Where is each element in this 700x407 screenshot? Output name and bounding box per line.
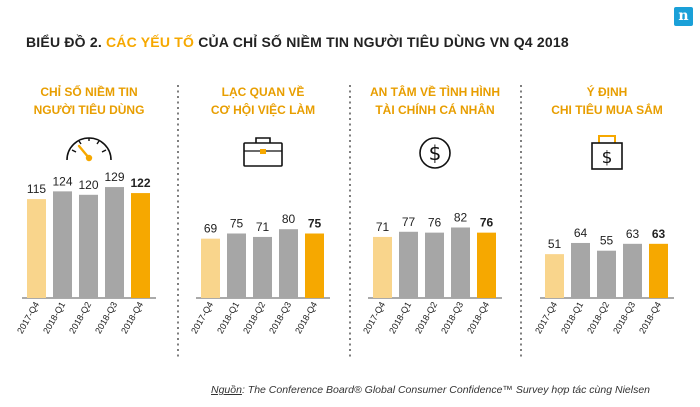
tick-label-2018-Q3: 2018-Q3: [611, 300, 637, 335]
data-label-2017-Q4: 115: [27, 182, 46, 196]
bag-dollar-sign: $: [602, 148, 613, 168]
data-label-2018-Q3: 82: [454, 210, 468, 224]
chart-title-line-2: CƠ HỘI VIỆC LÀM: [211, 102, 315, 117]
data-label-2018-Q1: 75: [230, 217, 244, 231]
source-note: Nguồn: The Conference Board® Global Cons…: [211, 384, 650, 396]
briefcase-clasp: [260, 149, 266, 154]
data-label-2017-Q4: 51: [548, 237, 562, 251]
shopping-bag-icon: $: [591, 135, 623, 170]
bar-2018-Q1: [571, 242, 590, 298]
tick-label-2018-Q4: 2018-Q4: [119, 300, 145, 335]
nielsen-logo-icon: n: [674, 7, 693, 26]
chart-title-line-1: LẠC QUAN VỀ: [222, 84, 305, 99]
chart-title-line-1: Ý ĐỊNH: [587, 84, 628, 99]
tick-label-2018-Q2: 2018-Q2: [241, 300, 267, 335]
chart-title-line-2: TÀI CHÍNH CÁ NHÂN: [375, 102, 494, 117]
tick-label-2018-Q1: 2018-Q1: [387, 300, 413, 335]
tick-label-2018-Q4: 2018-Q4: [465, 300, 491, 335]
data-label-2018-Q3: 129: [104, 170, 124, 184]
data-label-2018-Q2: 120: [78, 178, 98, 192]
bar-2018-Q1: [53, 191, 72, 298]
tick-label-2017-Q4: 2017-Q4: [533, 300, 559, 335]
bar-2018-Q1: [227, 233, 246, 298]
title-suffix: CỦA CHỈ SỐ NIỀM TIN NGƯỜI TIÊU DÙNG VN Q…: [198, 34, 569, 50]
gauge-tick-1: [71, 149, 77, 153]
bar-2018-Q4: [131, 193, 150, 298]
bar-2018-Q1: [399, 231, 418, 298]
title-prefix: BIỂU ĐỒ 2.: [26, 34, 102, 50]
chart-panel-1: CHỈ SỐ NIỀM TIN NGƯỜI TIÊU DÙNG 115 2017-Q4…: [15, 84, 156, 335]
bag-body: [591, 142, 623, 170]
gauge-tick-4: [96, 140, 100, 145]
tick-label-2018-Q4: 2018-Q4: [637, 300, 663, 335]
chart-panel-3: AN TÂM VỀ TÌNH HÌNH TÀI CHÍNH CÁ NHÂN $71 2…: [361, 84, 502, 335]
tick-label-2018-Q4: 2018-Q4: [293, 300, 319, 335]
data-label-2018-Q1: 77: [402, 215, 416, 229]
chart-title-line-2: CHI TIÊU MUA SẮM: [551, 102, 663, 117]
data-label-2018-Q4: 75: [308, 217, 322, 231]
data-label-2017-Q4: 69: [204, 222, 218, 236]
bag-handle: [598, 135, 616, 143]
tick-label-2018-Q1: 2018-Q1: [41, 300, 67, 335]
source-label: Nguồn: [211, 384, 242, 396]
chart-title-line-1: CHỈ SỐ NIỀM TIN: [40, 84, 137, 99]
data-label-2018-Q3: 63: [626, 227, 640, 241]
page-title: BIỂU ĐỒ 2. CÁC YẾU TỐ CỦA CHỈ SỐ NIỀM TI…: [26, 34, 666, 50]
bar-2017-Q4: [373, 236, 392, 298]
bar-2018-Q3: [451, 227, 470, 298]
tick-label-2018-Q3: 2018-Q3: [439, 300, 465, 335]
bar-2018-Q2: [253, 236, 272, 298]
tick-label-2017-Q4: 2017-Q4: [361, 300, 387, 335]
bar-2018-Q3: [623, 243, 642, 298]
bar-2018-Q3: [279, 229, 298, 298]
data-label-2018-Q3: 80: [282, 212, 296, 226]
chart-title-line-2: NGƯỜI TIÊU DÙNG: [34, 102, 145, 117]
chart-panel-4: Ý ĐỊNH CHI TIÊU MUA SẮM $51 2017-Q4 64 2018-Q…: [533, 84, 674, 335]
source-text: : The Conference Board® Global Consumer …: [241, 384, 650, 396]
tick-label-2018-Q2: 2018-Q2: [67, 300, 93, 335]
data-label-2017-Q4: 71: [376, 220, 390, 234]
data-label-2018-Q4: 122: [130, 176, 150, 190]
tick-label-2017-Q4: 2017-Q4: [189, 300, 215, 335]
bar-2017-Q4: [545, 254, 564, 298]
chart-title-line-1: AN TÂM VỀ TÌNH HÌNH: [370, 84, 500, 99]
gauge-icon: [66, 137, 112, 162]
coin-dollar-sign: $: [429, 141, 442, 165]
coin-outline: [419, 137, 451, 169]
briefcase-body: [243, 142, 283, 167]
tick-label-2018-Q1: 2018-Q1: [559, 300, 585, 335]
bar-2018-Q2: [425, 232, 444, 298]
gauge-hub: [85, 154, 93, 162]
title-highlight: CÁC YẾU TỐ: [106, 34, 195, 50]
bar-2018-Q4: [477, 232, 496, 298]
bar-2018-Q2: [79, 194, 98, 298]
bar-2018-Q4: [305, 233, 324, 298]
briefcase-handle: [255, 137, 271, 143]
gauge-tick-5: [101, 149, 107, 153]
briefcase-icon: [243, 137, 283, 167]
data-label-2018-Q1: 124: [52, 174, 72, 188]
data-label-2018-Q4: 63: [652, 227, 666, 241]
bar-2017-Q4: [201, 238, 220, 298]
chart-panel-2: LẠC QUAN VỀ CƠ HỘI VIỆC LÀM 69 2017-Q4 75 201…: [189, 84, 330, 335]
bar-2018-Q3: [105, 187, 124, 298]
gauge-tick-2: [78, 140, 82, 145]
bar-2018-Q4: [649, 243, 668, 298]
data-label-2018-Q1: 64: [574, 226, 588, 240]
bar-2018-Q2: [597, 250, 616, 298]
tick-label-2018-Q1: 2018-Q1: [215, 300, 241, 335]
data-label-2018-Q2: 76: [428, 216, 442, 230]
data-label-2018-Q2: 55: [600, 234, 614, 248]
data-label-2018-Q2: 71: [256, 220, 270, 234]
data-label-2018-Q4: 76: [480, 216, 494, 230]
tick-label-2017-Q4: 2017-Q4: [15, 300, 41, 335]
tick-label-2018-Q2: 2018-Q2: [585, 300, 611, 335]
tick-label-2018-Q3: 2018-Q3: [93, 300, 119, 335]
bar-2017-Q4: [27, 199, 46, 298]
tick-label-2018-Q3: 2018-Q3: [267, 300, 293, 335]
dollar-coin-icon: $: [419, 137, 451, 169]
tick-label-2018-Q2: 2018-Q2: [413, 300, 439, 335]
